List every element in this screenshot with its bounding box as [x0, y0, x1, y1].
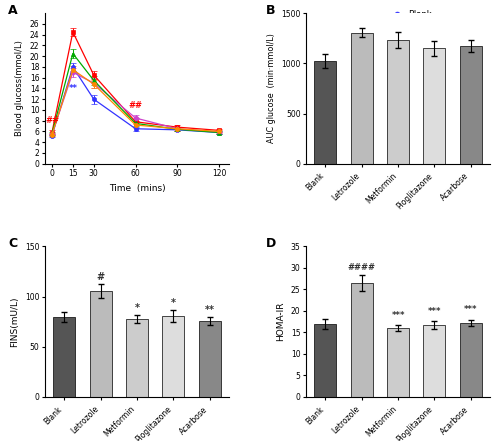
Text: D: D — [266, 237, 276, 250]
Text: *: * — [50, 131, 54, 139]
Text: C: C — [8, 237, 18, 250]
Bar — [90, 291, 112, 397]
Text: ##: ## — [128, 101, 142, 110]
Y-axis label: HOMA-IR: HOMA-IR — [276, 302, 285, 341]
Text: ***: *** — [428, 307, 441, 316]
Text: #: # — [96, 272, 104, 281]
Bar — [387, 328, 409, 397]
Text: *: * — [171, 298, 176, 308]
Text: ***: *** — [464, 305, 477, 314]
Bar — [424, 325, 446, 397]
Text: A: A — [8, 4, 18, 17]
Bar — [351, 33, 372, 164]
X-axis label: Time  (mins): Time (mins) — [108, 184, 166, 193]
Text: **: ** — [204, 305, 214, 314]
Bar — [460, 46, 481, 164]
Legend: Blank, Letrozole, Pioglitazone, Metformin, Acarbose: Blank, Letrozole, Pioglitazone, Metformi… — [390, 10, 460, 73]
Y-axis label: FINS(mU/L): FINS(mU/L) — [10, 296, 20, 347]
Bar — [314, 324, 336, 397]
Bar — [424, 49, 446, 164]
Y-axis label: Blood glucoss(mmol/L): Blood glucoss(mmol/L) — [16, 41, 24, 136]
Bar — [54, 317, 75, 397]
Bar — [314, 61, 336, 164]
Bar — [162, 316, 184, 397]
Text: *: * — [134, 303, 140, 313]
Bar — [351, 283, 372, 397]
Y-axis label: AUC glucose  (min·mmol/L): AUC glucose (min·mmol/L) — [266, 34, 276, 143]
Bar — [387, 40, 409, 164]
Text: ####: #### — [348, 263, 376, 272]
Bar — [460, 323, 481, 397]
Text: ##: ## — [45, 116, 59, 125]
Bar — [126, 319, 148, 397]
Text: ***: *** — [392, 310, 405, 320]
Text: B: B — [266, 4, 275, 17]
Text: **: ** — [68, 84, 78, 93]
Bar — [198, 321, 220, 397]
